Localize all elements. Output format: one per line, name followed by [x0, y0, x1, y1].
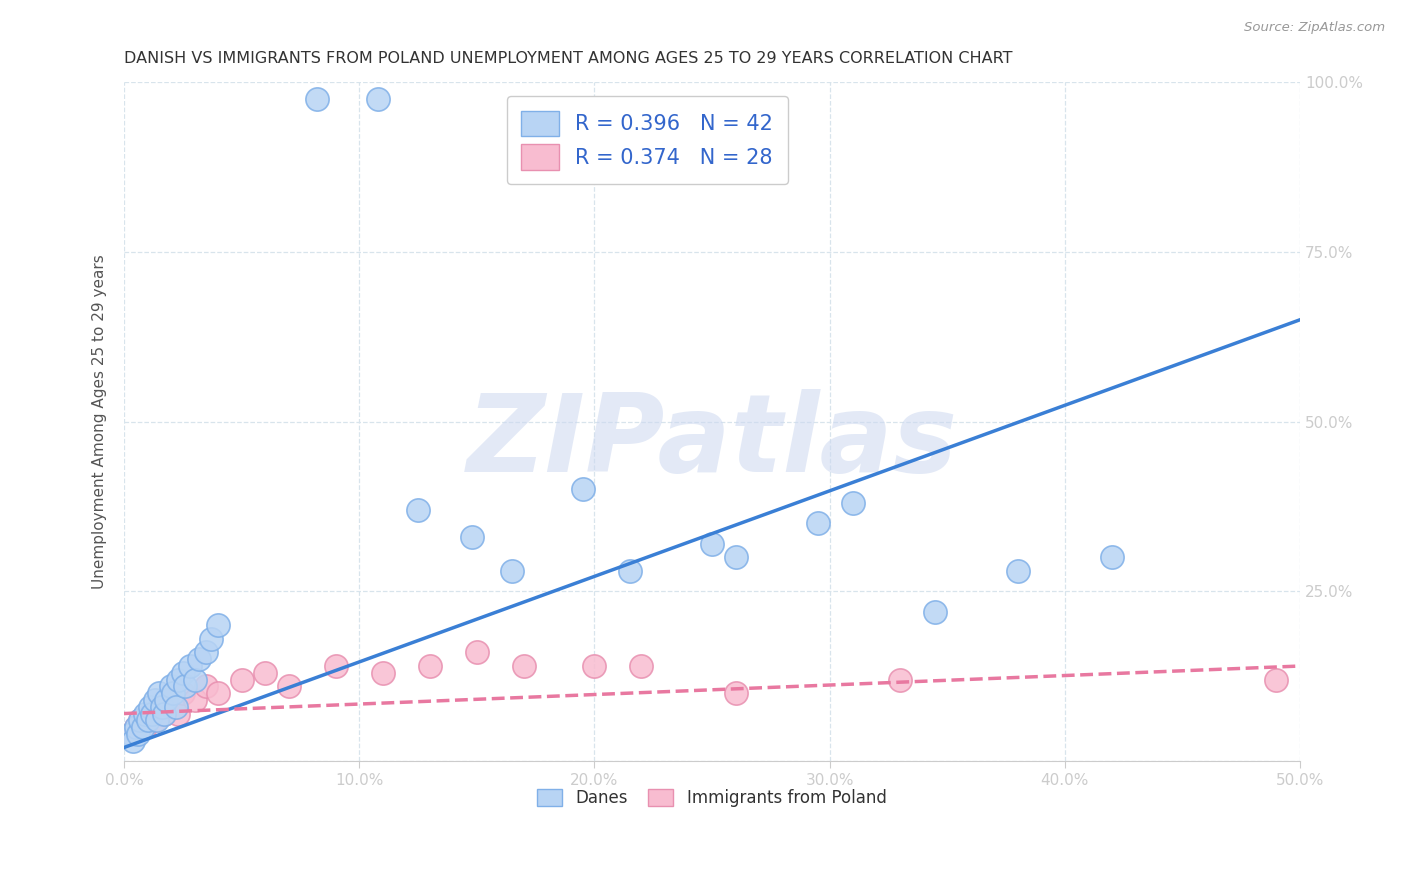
Point	[160, 679, 183, 693]
Point	[148, 699, 170, 714]
Point	[174, 679, 197, 693]
Point	[406, 503, 429, 517]
Point	[153, 706, 176, 721]
Point	[167, 706, 190, 721]
Point	[207, 686, 229, 700]
Point	[465, 645, 488, 659]
Point	[132, 720, 155, 734]
Point	[183, 673, 205, 687]
Point	[724, 550, 747, 565]
Point	[143, 714, 166, 728]
Point	[141, 706, 163, 721]
Point	[305, 92, 328, 106]
Point	[143, 693, 166, 707]
Point	[153, 706, 176, 721]
Point	[122, 733, 145, 747]
Point	[125, 720, 148, 734]
Point	[571, 483, 593, 497]
Point	[195, 645, 218, 659]
Point	[146, 714, 169, 728]
Point	[367, 92, 389, 106]
Point	[188, 652, 211, 666]
Point	[179, 659, 201, 673]
Point	[807, 516, 830, 531]
Point	[183, 693, 205, 707]
Point	[207, 618, 229, 632]
Point	[842, 496, 865, 510]
Point	[120, 727, 142, 741]
Point	[165, 699, 187, 714]
Text: Source: ZipAtlas.com: Source: ZipAtlas.com	[1244, 21, 1385, 34]
Point	[129, 714, 152, 728]
Point	[127, 727, 149, 741]
Point	[619, 564, 641, 578]
Point	[419, 659, 441, 673]
Point	[630, 659, 652, 673]
Point	[139, 699, 162, 714]
Point	[195, 679, 218, 693]
Point	[157, 693, 180, 707]
Point	[148, 686, 170, 700]
Point	[277, 679, 299, 693]
Point	[129, 714, 152, 728]
Point	[1007, 564, 1029, 578]
Point	[254, 665, 277, 680]
Point	[700, 537, 723, 551]
Point	[231, 673, 253, 687]
Point	[162, 699, 184, 714]
Point	[325, 659, 347, 673]
Point	[889, 673, 911, 687]
Point	[724, 686, 747, 700]
Point	[125, 720, 148, 734]
Point	[134, 720, 156, 734]
Point	[1101, 550, 1123, 565]
Point	[501, 564, 523, 578]
Point	[134, 706, 156, 721]
Legend: Danes, Immigrants from Poland: Danes, Immigrants from Poland	[531, 782, 893, 814]
Point	[583, 659, 606, 673]
Point	[136, 714, 159, 728]
Text: DANISH VS IMMIGRANTS FROM POLAND UNEMPLOYMENT AMONG AGES 25 TO 29 YEARS CORRELAT: DANISH VS IMMIGRANTS FROM POLAND UNEMPLO…	[124, 51, 1012, 66]
Point	[155, 693, 177, 707]
Point	[150, 699, 173, 714]
Y-axis label: Unemployment Among Ages 25 to 29 years: Unemployment Among Ages 25 to 29 years	[93, 254, 107, 589]
Point	[1265, 673, 1288, 687]
Point	[461, 530, 484, 544]
Point	[924, 605, 946, 619]
Point	[139, 706, 162, 721]
Point	[162, 686, 184, 700]
Point	[172, 686, 194, 700]
Point	[200, 632, 222, 646]
Point	[172, 665, 194, 680]
Point	[513, 659, 536, 673]
Point	[371, 665, 394, 680]
Point	[120, 727, 142, 741]
Text: ZIPatlas: ZIPatlas	[467, 389, 957, 495]
Point	[167, 673, 190, 687]
